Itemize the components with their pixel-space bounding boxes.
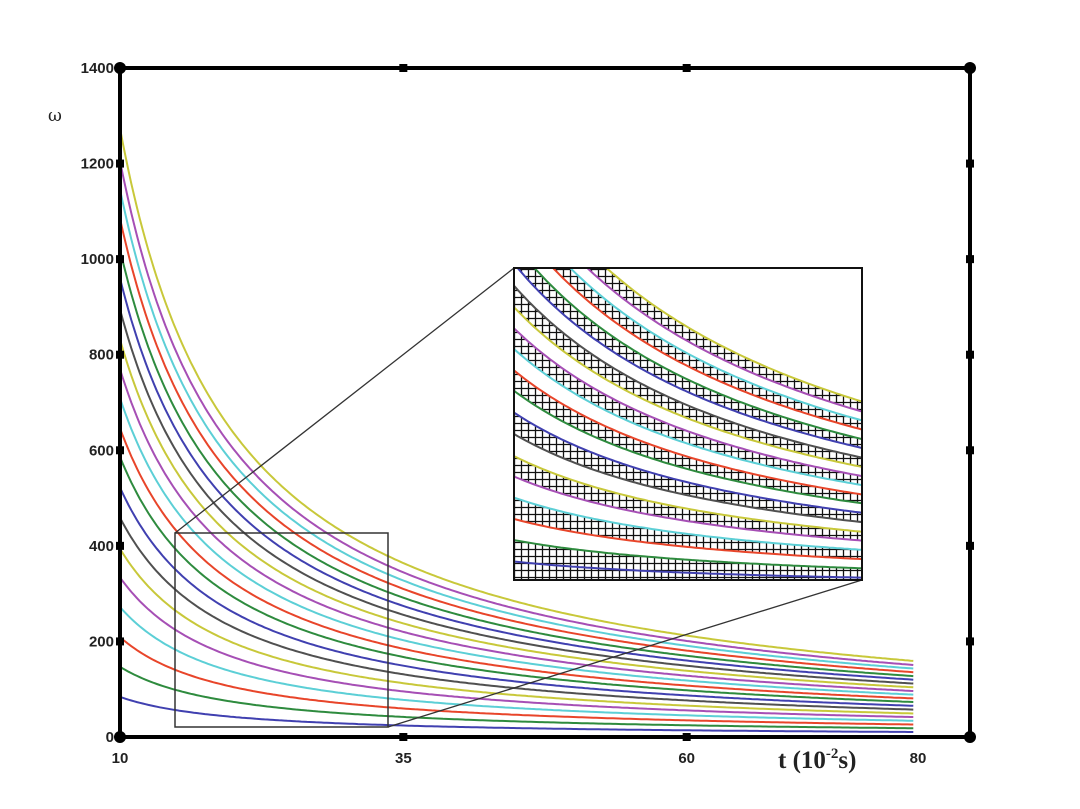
- y-tick-mark-right: [966, 255, 974, 264]
- inset-series-line-18: [568, 268, 862, 422]
- y-tick-label: 1400: [81, 60, 114, 77]
- hatched-band: [553, 268, 862, 430]
- x-tick-label: 35: [395, 750, 412, 767]
- x-tick-mark-top: [399, 64, 408, 72]
- series-line-14: [120, 309, 914, 685]
- inset-series-line-12: [514, 327, 862, 478]
- inset-series-line-13: [514, 306, 862, 468]
- connector-line: [387, 579, 863, 728]
- connector-line: [174, 267, 515, 534]
- plot-frame: [114, 62, 976, 743]
- series-line-3: [120, 636, 914, 726]
- x-axis-label: t (10-2s): [778, 746, 856, 774]
- y-tick-label: 600: [89, 442, 114, 459]
- x-tick-mark-top: [682, 64, 691, 72]
- series-line-5: [120, 576, 914, 718]
- series-line-11: [120, 397, 914, 696]
- corner-dot: [114, 731, 126, 743]
- y-tick-mark-right: [966, 446, 974, 455]
- inset-series-line-5: [514, 475, 862, 542]
- hatched-band: [587, 268, 862, 412]
- series-line-2: [120, 665, 914, 730]
- series-line-19: [120, 160, 914, 666]
- y-tick-mark: [116, 541, 124, 550]
- inset-series-line-19: [585, 268, 862, 413]
- x-tick-label: 10: [112, 750, 129, 767]
- inset-series-line-10: [514, 369, 862, 496]
- series-line-13: [120, 339, 914, 689]
- series-line-16: [120, 249, 914, 678]
- corner-dot: [964, 731, 976, 743]
- inset-series-line-6: [514, 455, 862, 533]
- y-tick-label: 1200: [81, 156, 114, 173]
- inset-series-line-2: [514, 539, 862, 570]
- y-tick-label: 800: [89, 347, 114, 364]
- y-tick-mark-right: [966, 350, 974, 359]
- inset-series-line-11: [514, 348, 862, 487]
- hatched-band: [514, 412, 862, 523]
- curves-group: [120, 128, 914, 733]
- series-line-1: [120, 695, 914, 733]
- inset-series-line-20: [605, 268, 862, 403]
- axes-box: [118, 66, 972, 739]
- series-line-15: [120, 278, 914, 681]
- y-tick-mark: [116, 255, 124, 264]
- hatched-band: [514, 370, 862, 504]
- series-line-12: [120, 368, 914, 692]
- hatched-band: [514, 456, 862, 541]
- inset-border: [513, 267, 863, 581]
- x-tick-label: 80: [910, 750, 927, 767]
- y-tick-label: 400: [89, 538, 114, 555]
- y-tick-mark: [116, 446, 124, 455]
- inset-series-line-3: [514, 518, 862, 561]
- y-tick-label: 0: [106, 729, 114, 746]
- inset-series-line-9: [514, 390, 862, 505]
- series-line-9: [120, 456, 914, 703]
- inset-series-line-4: [514, 496, 862, 551]
- series-line-6: [120, 548, 914, 715]
- hatched-band: [514, 561, 862, 580]
- series-line-4: [120, 606, 914, 722]
- y-axis-label: ω: [48, 106, 62, 126]
- y-tick-label: 200: [89, 633, 114, 650]
- y-tick-label: 1000: [81, 251, 114, 268]
- series-line-10: [120, 427, 914, 700]
- inset-series-line-16: [533, 268, 862, 441]
- tick-labels: 0 200 400 600 800 1000 1200 1400 10 35 60 80: [81, 60, 927, 767]
- series-line-17: [120, 218, 914, 674]
- inset-series-line-7: [514, 433, 862, 524]
- zoom-indicator: [174, 267, 863, 728]
- y-tick-mark-right: [966, 159, 974, 168]
- y-tick-mark: [116, 350, 124, 359]
- y-tick-mark-right: [966, 541, 974, 550]
- series-line-18: [120, 189, 914, 670]
- inset-series-line-8: [514, 411, 862, 514]
- corner-dot: [964, 62, 976, 74]
- x-tick-label: 60: [678, 750, 695, 767]
- inset-series-line-15: [516, 268, 862, 449]
- inset-curves: [514, 268, 862, 580]
- x-tick-mark: [682, 733, 691, 741]
- series-line-8: [120, 487, 914, 707]
- inset-series-line-17: [551, 268, 862, 431]
- inset-series-line-14: [514, 285, 862, 459]
- series-line-20: [120, 128, 914, 662]
- y-tick-mark: [116, 637, 124, 646]
- x-tick-mark: [399, 733, 408, 741]
- zoom-region-box: [174, 532, 389, 728]
- inset-zoom-panel: [513, 267, 863, 581]
- inset-series-line-1: [514, 560, 862, 579]
- y-tick-mark-right: [966, 637, 974, 646]
- y-tick-mark: [116, 159, 124, 168]
- series-line-7: [120, 517, 914, 711]
- corner-dot: [114, 62, 126, 74]
